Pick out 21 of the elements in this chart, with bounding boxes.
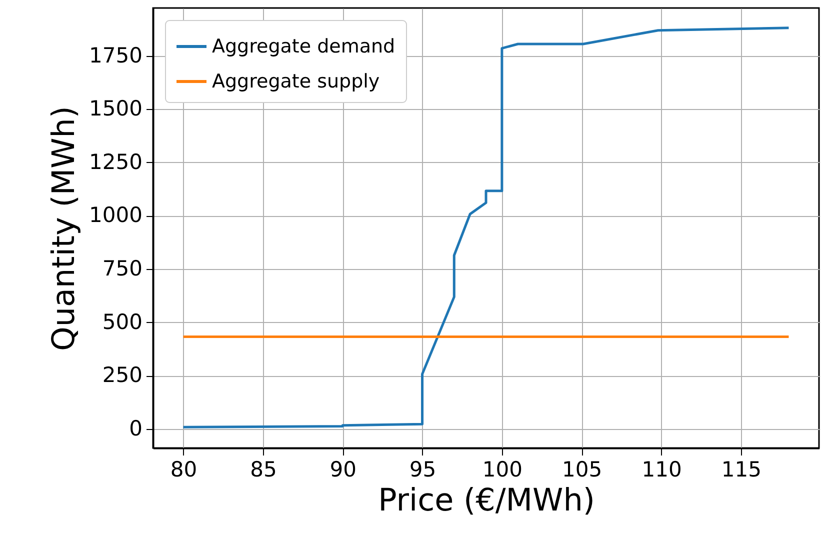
x-tick-label: 100 (482, 458, 522, 482)
y-tick-label: 750 (102, 256, 142, 281)
y-tick-label: 500 (102, 310, 142, 334)
x-tick-label: 105 (562, 458, 602, 482)
y-tick-label: 1500 (89, 96, 142, 121)
y-tick-label: 250 (102, 363, 142, 388)
x-tick-label: 115 (721, 458, 762, 482)
y-axis-title: Quantity (MWh) (46, 106, 82, 352)
legend-label: Aggregate demand (212, 36, 396, 58)
y-tick-label: 0 (129, 416, 142, 440)
legend-label: Aggregate supply (212, 70, 380, 92)
x-tick-label: 95 (409, 458, 436, 482)
line-series (182, 26, 790, 428)
x-tick-label: 80 (170, 458, 198, 482)
x-tick-label: 85 (250, 458, 277, 482)
y-tick-label: 1250 (89, 150, 142, 174)
x-axis-title: Price (€/MWh) (378, 482, 595, 518)
y-tick-label: 1750 (89, 43, 142, 68)
y-tick-label: 1000 (89, 203, 142, 228)
x-tick-label: 110 (642, 458, 682, 482)
x-tick-label: 90 (330, 458, 356, 482)
